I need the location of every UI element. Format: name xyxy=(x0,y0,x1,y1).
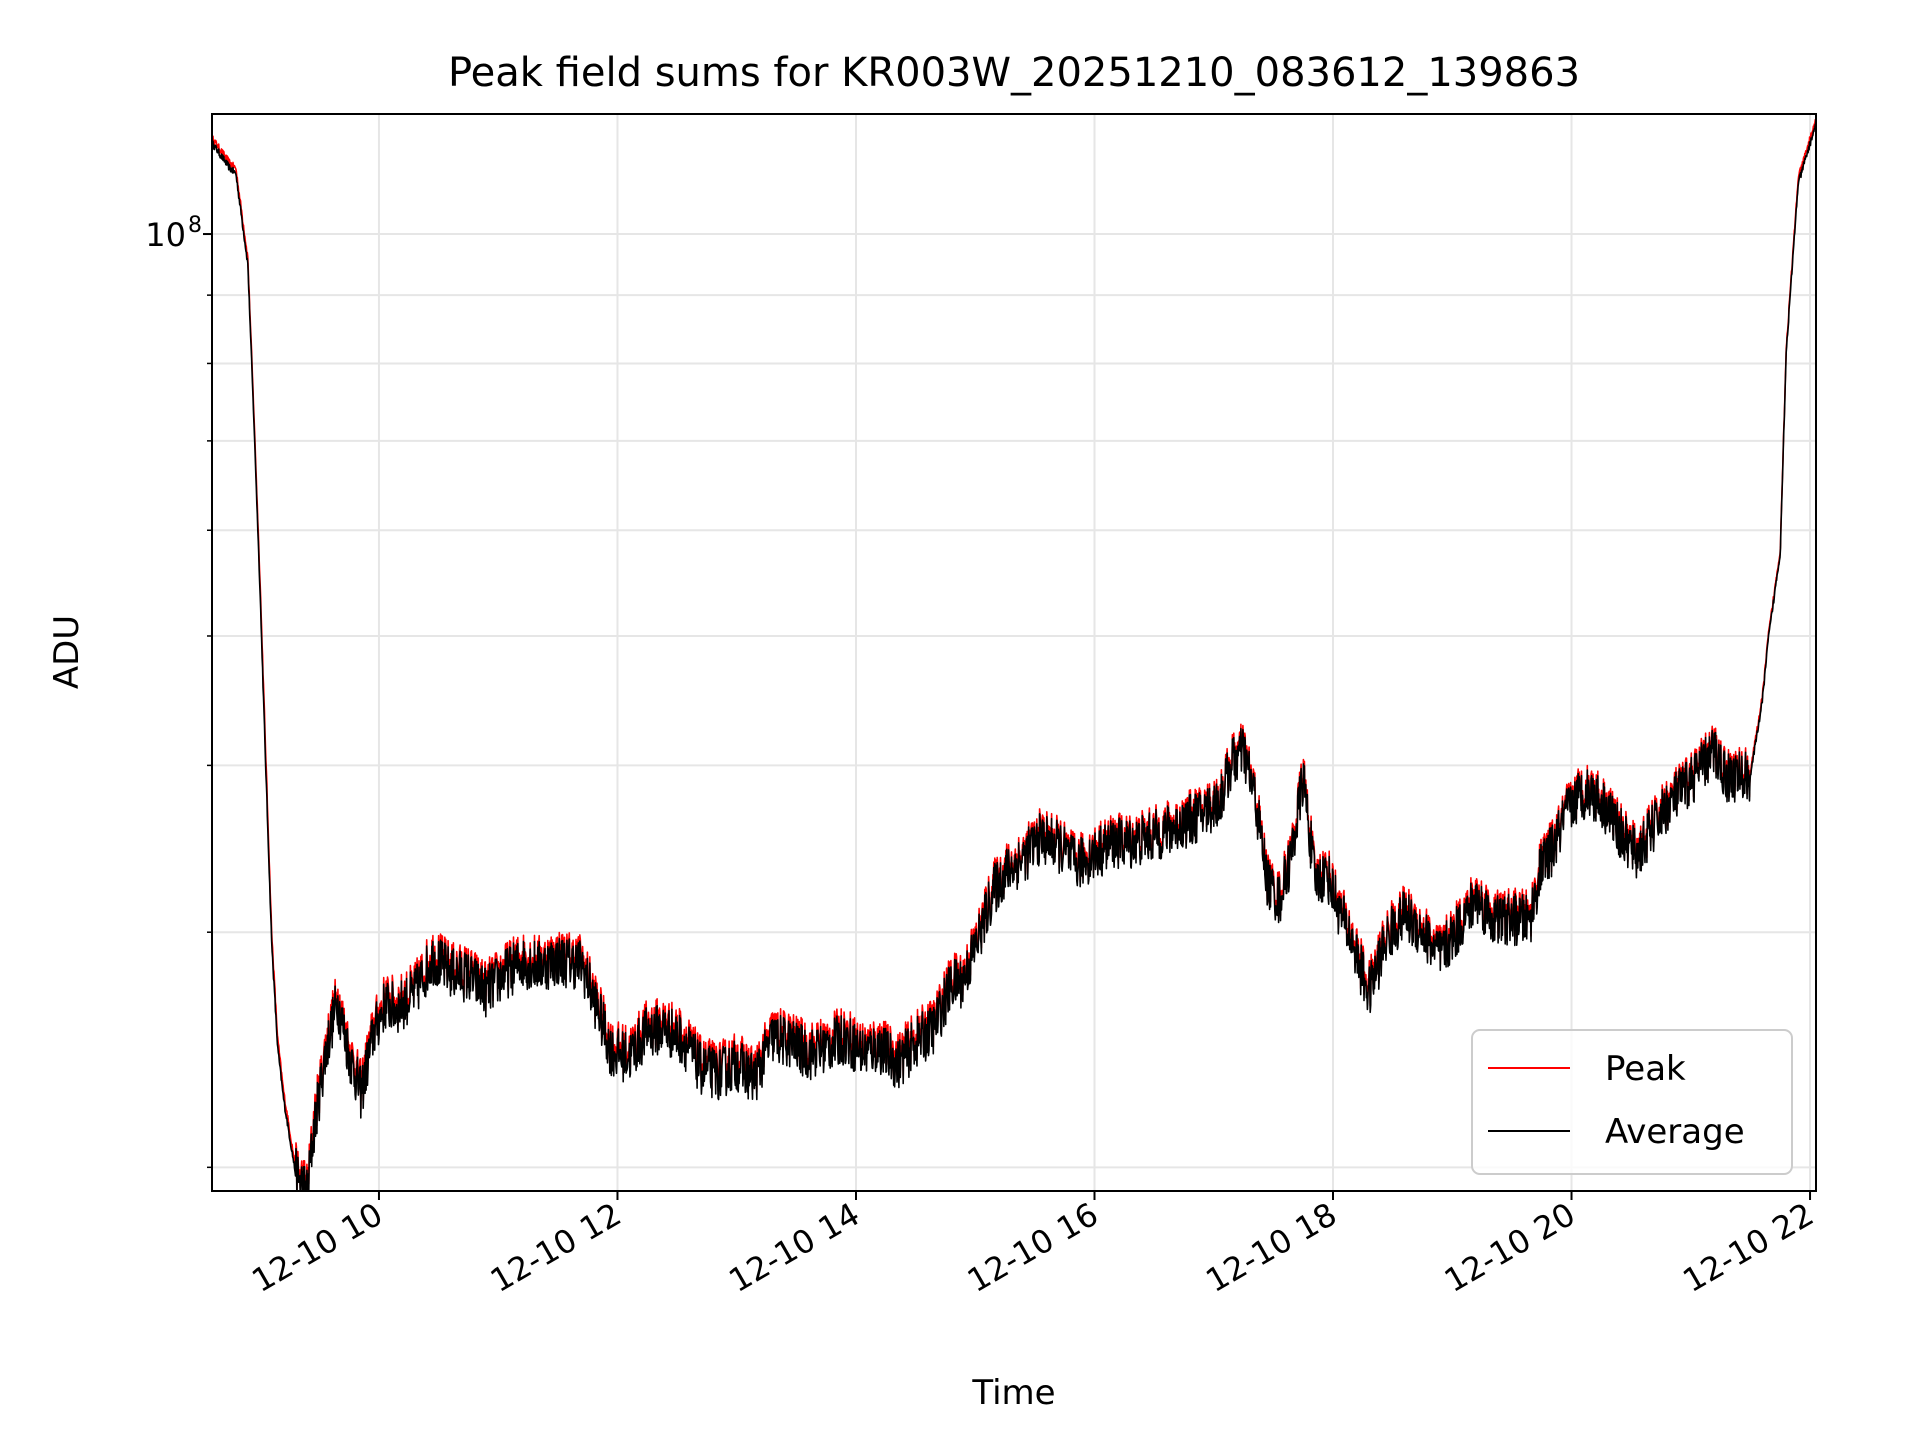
data-layer xyxy=(212,118,1816,1191)
grid-layer xyxy=(212,114,1816,1191)
legend-peak-label: Peak xyxy=(1605,1049,1686,1089)
chart-title: Peak field sums for KR003W_20251210_0836… xyxy=(448,50,1580,96)
legend: Peak Average xyxy=(1471,1029,1793,1175)
legend-average-label: Average xyxy=(1605,1112,1745,1152)
y-tick-label: 10 xyxy=(145,216,186,254)
y-axis-label: ADU xyxy=(47,615,87,689)
legend-box xyxy=(1471,1029,1793,1175)
plot-frame xyxy=(211,113,1817,1192)
x-axis-label: Time xyxy=(971,1373,1055,1413)
series-line-average xyxy=(212,123,1816,1191)
y-tick-label-exponent: 8 xyxy=(188,213,202,238)
